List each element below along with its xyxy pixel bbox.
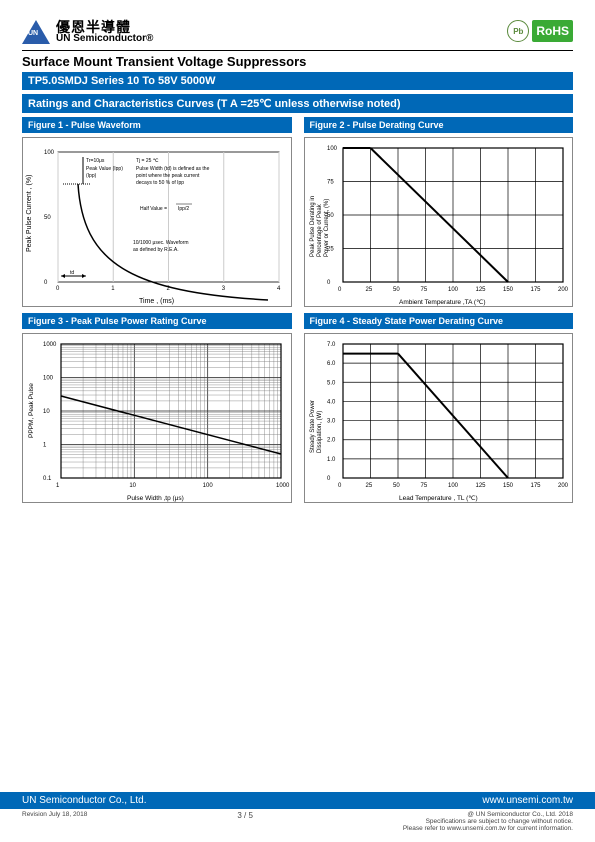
svg-text:125: 125 — [475, 287, 486, 293]
svg-text:0: 0 — [56, 286, 60, 292]
svg-text:Tr=10μs: Tr=10μs — [86, 158, 105, 164]
figure-2-title: Figure 2 - Pulse Derating Curve — [304, 117, 574, 133]
svg-text:100: 100 — [203, 483, 214, 489]
svg-text:75: 75 — [420, 287, 427, 293]
svg-text:50: 50 — [393, 483, 400, 489]
logo-icon — [22, 20, 50, 44]
figure-3-chart: 1 10 100 1000 0.1 1 10 100 1000 Pulse Width ,tp (… — [22, 333, 292, 503]
figure-1-chart: 01234050100Tr=10μsPeak Value (Ipp)(Ipp)T… — [22, 137, 292, 307]
svg-text:0: 0 — [327, 280, 331, 286]
series-text: TP5.0SMDJ Series 10 To 58V 5000W — [28, 75, 216, 87]
svg-text:175: 175 — [530, 287, 541, 293]
figure-4-chart: 0 25 50 75 100 125 150 175 200 0 1.0 2.0 3.0 4.0 5.0 6.… — [304, 333, 574, 503]
svg-text:0: 0 — [338, 483, 342, 489]
svg-text:(Ipp): (Ipp) — [86, 173, 97, 179]
svg-text:Peak Pulse Derating in: Peak Pulse Derating in — [310, 196, 316, 257]
figure-4-title: Figure 4 - Steady State Power Derating C… — [304, 313, 574, 329]
svg-text:1: 1 — [43, 443, 47, 449]
svg-text:50: 50 — [393, 287, 400, 293]
svg-text:100: 100 — [448, 483, 459, 489]
svg-text:Percentage of Peak: Percentage of Peak — [317, 203, 323, 257]
ratings-text: Ratings and Characteristics Curves (T A … — [28, 98, 401, 110]
revision-date: Revision July 18, 2018 — [22, 811, 87, 818]
svg-text:175: 175 — [530, 483, 541, 489]
svg-text:Peak Pulse Current , (%): Peak Pulse Current , (%) — [26, 175, 33, 252]
figure-3-title: Figure 3 - Peak Pulse Power Rating Curve — [22, 313, 292, 329]
figure-2-chart: 02550751001251501752000255075100Ambient … — [304, 137, 574, 307]
figure-1-title: Figure 1 - Pulse Waveform — [22, 117, 292, 133]
footer-url: www.unsemi.com.tw — [482, 795, 573, 806]
footer-note-2: Please refer to www.unsemi.com.tw for cu… — [403, 825, 573, 832]
svg-text:10/1000 μsec. Waveform: 10/1000 μsec. Waveform — [133, 240, 189, 246]
svg-text:point where the peak current: point where the peak current — [136, 173, 200, 179]
pb-free-icon: Pb — [507, 20, 529, 42]
svg-text:10: 10 — [129, 483, 136, 489]
svg-text:7.0: 7.0 — [327, 342, 336, 348]
svg-text:td: td — [70, 270, 74, 276]
footer-note-1: Specifications are subject to change wit… — [403, 818, 573, 825]
svg-text:1.0: 1.0 — [327, 457, 336, 463]
svg-text:1: 1 — [56, 483, 60, 489]
company-name-cn: 優恩半導體 — [56, 20, 153, 34]
svg-text:3: 3 — [222, 286, 226, 292]
svg-text:0: 0 — [44, 280, 48, 286]
svg-text:100: 100 — [327, 146, 338, 152]
svg-text:150: 150 — [503, 287, 514, 293]
svg-text:Steady State Power: Steady State Power — [310, 400, 316, 453]
footer: UN Semiconductor Co., Ltd. www.unsemi.co… — [0, 792, 595, 842]
svg-text:Peak Value (Ipp): Peak Value (Ipp) — [86, 166, 123, 172]
series-bar: TP5.0SMDJ Series 10 To 58V 5000W — [22, 72, 573, 90]
svg-text:100: 100 — [43, 376, 54, 382]
svg-text:3.0: 3.0 — [327, 419, 336, 425]
rohs-badge: RoHS — [532, 20, 573, 42]
svg-text:4: 4 — [277, 286, 281, 292]
header-divider — [22, 50, 573, 51]
svg-text:Tj = 25 ℃: Tj = 25 ℃ — [136, 158, 159, 164]
svg-text:0.1: 0.1 — [43, 476, 52, 482]
company-name-en: UN Semiconductor® — [56, 34, 153, 44]
page-number: 3 / 5 — [237, 811, 253, 820]
footer-company: UN Semiconductor Co., Ltd. — [22, 795, 147, 806]
svg-text:Pulse Width (td) is defined as: Pulse Width (td) is defined as the — [136, 166, 210, 172]
svg-text:as defined by R.E.A.: as defined by R.E.A. — [133, 247, 179, 253]
svg-text:0: 0 — [327, 476, 331, 482]
svg-text:decays to 50 % of Ipp: decays to 50 % of Ipp — [136, 180, 184, 186]
svg-text:200: 200 — [558, 287, 569, 293]
svg-text:0: 0 — [338, 287, 342, 293]
svg-text:75: 75 — [327, 180, 334, 186]
svg-text:PPPM, Peak Pulse: PPPM, Peak Pulse — [28, 383, 35, 438]
svg-text:Power or Current, (%): Power or Current, (%) — [324, 199, 330, 257]
svg-text:125: 125 — [475, 483, 486, 489]
logo: 優恩半導體 UN Semiconductor® — [22, 20, 153, 44]
svg-text:1000: 1000 — [276, 483, 290, 489]
svg-text:Time , (ms): Time , (ms) — [139, 298, 174, 305]
svg-text:10: 10 — [43, 409, 50, 415]
svg-text:5.0: 5.0 — [327, 380, 336, 386]
ratings-bar: Ratings and Characteristics Curves (T A … — [22, 94, 573, 113]
svg-text:Pulse Width ,tp (μs): Pulse Width ,tp (μs) — [127, 495, 184, 502]
svg-text:100: 100 — [44, 150, 55, 156]
copyright: @ UN Semiconductor Co., Ltd. 2018 — [403, 811, 573, 818]
svg-text:150: 150 — [503, 483, 514, 489]
svg-text:1: 1 — [111, 286, 115, 292]
svg-text:25: 25 — [365, 483, 372, 489]
svg-text:Lead Temperature , TL (℃): Lead Temperature , TL (℃) — [399, 495, 478, 502]
svg-text:6.0: 6.0 — [327, 361, 336, 367]
page-title: Surface Mount Transient Voltage Suppress… — [22, 54, 573, 69]
svg-text:200: 200 — [558, 483, 569, 489]
svg-text:2.0: 2.0 — [327, 438, 336, 444]
svg-text:4.0: 4.0 — [327, 399, 336, 405]
svg-text:75: 75 — [420, 483, 427, 489]
svg-text:Ambient Temperature ,TA (℃): Ambient Temperature ,TA (℃) — [399, 299, 486, 306]
svg-text:Dissipation, (W): Dissipation, (W) — [317, 411, 323, 453]
svg-text:Half Value =: Half Value = — [140, 206, 167, 212]
svg-text:25: 25 — [365, 287, 372, 293]
svg-text:100: 100 — [448, 287, 459, 293]
svg-text:Ipp/2: Ipp/2 — [178, 206, 189, 212]
svg-text:50: 50 — [44, 215, 51, 221]
svg-text:1000: 1000 — [43, 342, 57, 348]
header: 優恩半導體 UN Semiconductor® Pb RoHS — [22, 20, 573, 44]
